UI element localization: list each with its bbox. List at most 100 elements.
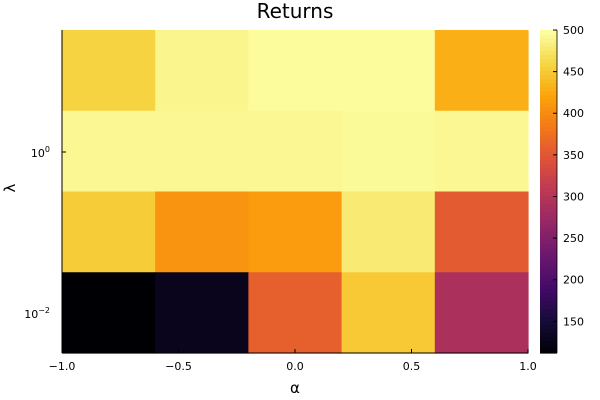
colorbar-segment (540, 195, 557, 201)
heatmap-cell (248, 191, 343, 273)
colorbar-segment (540, 175, 557, 180)
colorbar-segment (540, 130, 557, 136)
colorbar-segment (540, 243, 557, 249)
colorbar-tick-label: 450 (563, 66, 584, 79)
colorbar-segment (540, 276, 557, 281)
heatmap-cell (434, 110, 529, 193)
colorbar-segment (540, 82, 557, 88)
colorbar-segment (540, 167, 557, 172)
colorbar-segment (540, 300, 557, 306)
colorbar-segment (540, 320, 557, 326)
heatmap-cell (248, 30, 343, 112)
colorbar-segment (540, 122, 557, 128)
colorbar-segment (540, 98, 557, 104)
colorbar-segment (540, 211, 557, 217)
colorbar-segment (540, 183, 557, 189)
colorbar-segment (540, 50, 557, 55)
chart-title: Returns (257, 0, 334, 23)
plot-axes: −1.0 −0.5 0.0 0.5 1.0 100 10−2 (24, 30, 537, 373)
colorbar-segment (540, 199, 557, 205)
heatmap-cell (434, 191, 529, 273)
colorbar-segment (540, 126, 557, 132)
colorbar-segment (540, 227, 557, 233)
colorbar-segment (540, 134, 557, 140)
heatmap-cell (62, 30, 156, 112)
heatmap-cell (155, 30, 249, 112)
colorbar-segment (540, 340, 557, 346)
x-tick-label: 0.5 (403, 360, 421, 373)
colorbar-segment (540, 34, 557, 39)
colorbar-segment (540, 235, 557, 241)
colorbar-segment (540, 272, 557, 277)
colorbar-segment (540, 151, 557, 156)
colorbar-segment (540, 191, 557, 197)
colorbar-segment (540, 179, 557, 185)
heatmap-cell (341, 191, 436, 273)
heatmap-cell (155, 110, 249, 193)
colorbar-segment (540, 54, 557, 59)
colorbar-segment (540, 296, 557, 302)
y-axis-label: λ (1, 183, 19, 192)
colorbar-segment (540, 90, 557, 96)
colorbar-segment (540, 292, 557, 298)
colorbar-segment (540, 106, 557, 112)
heatmap-cell (62, 272, 156, 354)
colorbar-tick-label: 150 (563, 315, 584, 328)
colorbar-segment (540, 78, 557, 84)
colorbar-segment (540, 256, 557, 261)
colorbar-segment (540, 102, 557, 108)
heatmap-cell (434, 30, 529, 112)
heatmap-cell (434, 272, 529, 354)
colorbar-segment (540, 304, 557, 310)
colorbar-segment (540, 46, 557, 51)
colorbar-segment (540, 187, 557, 193)
heatmap-cell (155, 272, 249, 354)
colorbar-segment (540, 348, 557, 354)
colorbar: 150 200 250 300 350 400 450 500 (540, 24, 584, 354)
x-tick-label: 1.0 (519, 360, 537, 373)
colorbar-segment (540, 66, 557, 71)
colorbar-segment (540, 219, 557, 225)
colorbar-segment (540, 155, 557, 160)
colorbar-tick-label: 200 (563, 274, 584, 287)
heatmap-cell (341, 272, 436, 354)
colorbar-segment (540, 203, 557, 209)
colorbar-segment (540, 94, 557, 100)
colorbar-segment (540, 308, 557, 314)
heatmap-cell (248, 272, 343, 354)
colorbar-segment (540, 264, 557, 269)
colorbar-tick-label: 250 (563, 232, 584, 245)
colorbar-segment (540, 30, 557, 35)
heatmap-cell (341, 110, 436, 193)
colorbar-segment (540, 171, 557, 176)
colorbar-segment (540, 110, 557, 116)
colorbar-segment (540, 284, 557, 289)
colorbar-segment (540, 74, 557, 80)
colorbar-segment (540, 207, 557, 213)
colorbar-segment (540, 344, 557, 350)
colorbar-segment (540, 332, 557, 338)
heatmap-cells (62, 30, 529, 354)
colorbar-segment (540, 159, 557, 164)
colorbar-segment (540, 143, 557, 148)
colorbar-segment (540, 288, 557, 294)
colorbar-segment (540, 336, 557, 342)
x-axis-label: α (290, 379, 300, 397)
heatmap-cell (62, 191, 156, 273)
colorbar-segment (540, 70, 557, 76)
heatmap-cell (248, 110, 343, 193)
x-tick-label: −1.0 (49, 360, 76, 373)
colorbar-segment (540, 328, 557, 334)
colorbar-segment (540, 280, 557, 285)
colorbar-segment (540, 312, 557, 318)
colorbar-segment (540, 252, 557, 257)
heatmap-cell (155, 191, 249, 273)
colorbar-segment (540, 223, 557, 229)
heatmap-cell (62, 110, 156, 193)
colorbar-segment (540, 268, 557, 273)
colorbar-segment (540, 114, 557, 120)
colorbar-segment (540, 316, 557, 322)
x-tick-label: 0.0 (286, 360, 304, 373)
colorbar-segment (540, 62, 557, 67)
